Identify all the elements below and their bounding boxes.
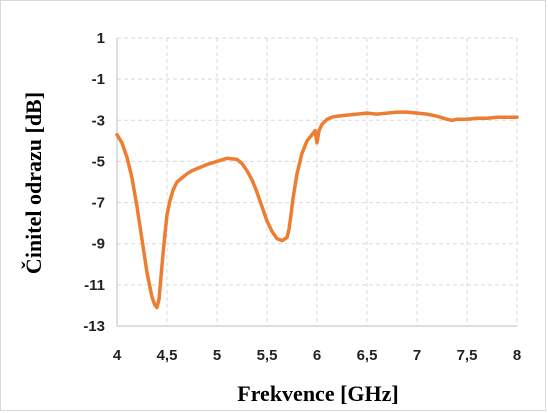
x-tick-label: 4,5	[157, 347, 178, 364]
y-tick-label: -11	[84, 277, 105, 294]
y-tick-label: -13	[83, 318, 105, 335]
y-tick-labels: 1 -1 -3 -5 -7 -9 -11 -13	[83, 30, 105, 335]
grid-lines	[117, 37, 518, 326]
x-tick-labels: 4 4,5 5 5,5 6 6,5 7 7,5 8	[113, 347, 521, 364]
y-tick-label: 1	[97, 30, 105, 47]
x-tick-label: 7	[413, 347, 421, 364]
x-tick-label: 7,5	[457, 347, 478, 364]
y-axis-title: Činitel odrazu [dB]	[21, 92, 46, 274]
y-tick-label: -5	[92, 153, 105, 170]
series-group	[115, 110, 519, 310]
x-tick-label: 6,5	[357, 347, 378, 364]
series-line	[115, 110, 519, 310]
y-tick-label: -3	[92, 112, 105, 129]
x-axis-title: Frekvence [GHz]	[237, 381, 398, 406]
y-tick-label: -1	[92, 71, 105, 88]
y-tick-label: -7	[92, 195, 105, 212]
y-tick-label: -9	[92, 236, 105, 253]
x-tick-label: 5	[213, 347, 221, 364]
x-tick-label: 8	[513, 347, 521, 364]
axes	[116, 38, 517, 327]
x-tick-label: 6	[313, 347, 321, 364]
x-tick-label: 5,5	[257, 347, 278, 364]
x-tick-label: 4	[113, 347, 122, 364]
